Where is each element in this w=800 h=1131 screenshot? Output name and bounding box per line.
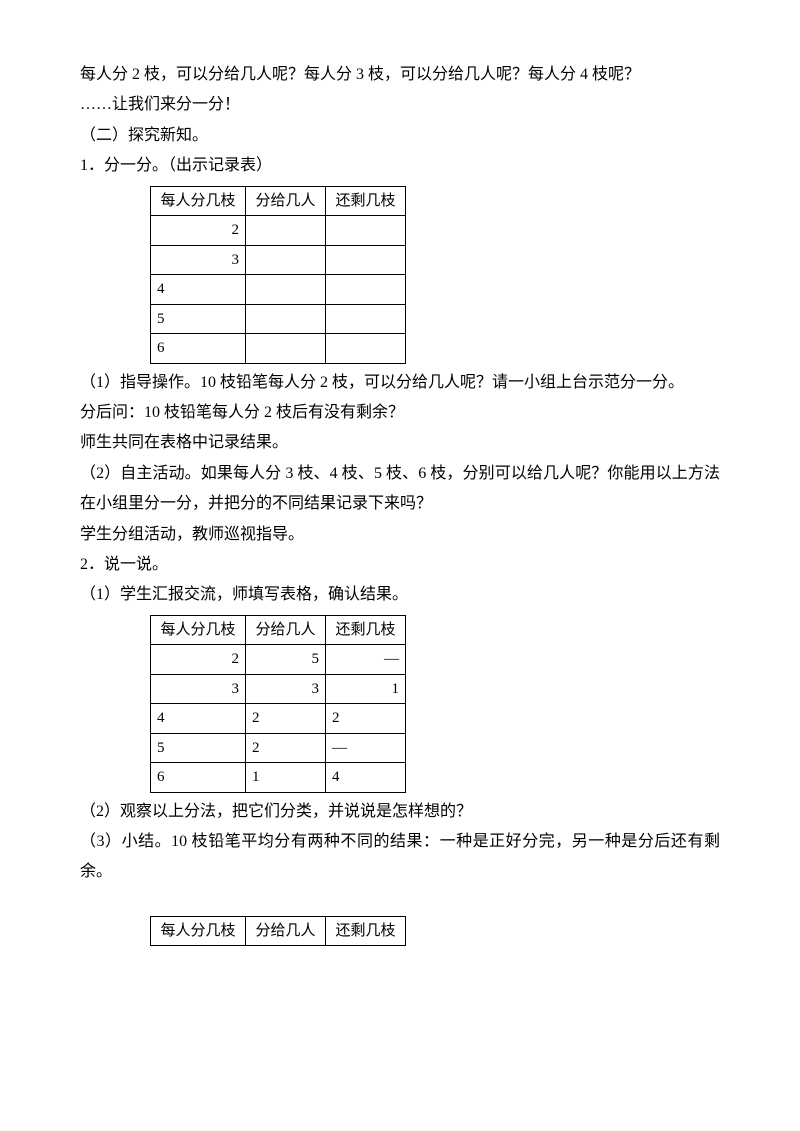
table-cell	[326, 304, 406, 334]
table-cell	[246, 245, 326, 275]
table-cell: —	[326, 733, 406, 763]
table-row: 2	[151, 216, 406, 246]
table-cell: 3	[151, 245, 246, 275]
table-header: 每人分几枝	[151, 186, 246, 216]
table-cell: 4	[151, 275, 246, 305]
table-row: 2 5 —	[151, 645, 406, 675]
para: （3）小结。10 枝铅笔平均分有两种不同的结果：一种是正好分完，另一种是分后还有…	[80, 827, 720, 888]
table-cell: 5	[151, 733, 246, 763]
para: 师生共同在表格中记录结果。	[80, 428, 720, 458]
table-cell: 2	[246, 733, 326, 763]
table-cell	[246, 334, 326, 364]
table-row: 每人分几枝 分给几人 还剩几枝	[151, 916, 406, 946]
table-header: 分给几人	[246, 186, 326, 216]
table-cell	[246, 216, 326, 246]
table-row: 5	[151, 304, 406, 334]
table-row: 每人分几枝 分给几人 还剩几枝	[151, 186, 406, 216]
table-header: 每人分几枝	[151, 916, 246, 946]
table-cell	[246, 304, 326, 334]
table-row: 5 2 —	[151, 733, 406, 763]
table-row: 4	[151, 275, 406, 305]
para: （1）指导操作。10 枝铅笔每人分 2 枝，可以分给几人呢？请一小组上台示范分一…	[80, 368, 720, 398]
table-header: 每人分几枝	[151, 615, 246, 645]
table-header: 还剩几枝	[326, 916, 406, 946]
para: 分后问：10 枝铅笔每人分 2 枝后有没有剩余？	[80, 398, 720, 428]
table-header: 分给几人	[246, 615, 326, 645]
table-cell	[326, 275, 406, 305]
table-cell	[246, 275, 326, 305]
table-cell: 1	[326, 674, 406, 704]
table-cell: 5	[151, 304, 246, 334]
table-cell: 2	[151, 645, 246, 675]
table-header: 还剩几枝	[326, 615, 406, 645]
table-row: 6	[151, 334, 406, 364]
section-2-heading: （二）探究新知。	[80, 121, 720, 151]
table-2: 每人分几枝 分给几人 还剩几枝 2 5 — 3 3 1 4 2 2 5 2 — …	[150, 615, 406, 793]
table-row: 4 2 2	[151, 704, 406, 734]
table-cell: 2	[151, 216, 246, 246]
table-cell: 1	[246, 763, 326, 793]
table-header: 还剩几枝	[326, 186, 406, 216]
table-cell: 2	[246, 704, 326, 734]
table-cell	[326, 245, 406, 275]
intro-line-1: 每人分 2 枝，可以分给几人呢？每人分 3 枝，可以分给几人呢？每人分 4 枝呢…	[80, 60, 720, 90]
table-cell: 6	[151, 334, 246, 364]
table-row: 6 1 4	[151, 763, 406, 793]
para: （2）自主活动。如果每人分 3 枝、4 枝、5 枝、6 枝，分别可以给几人呢？你…	[80, 459, 720, 520]
table-row: 每人分几枝 分给几人 还剩几枝	[151, 615, 406, 645]
table-cell: —	[326, 645, 406, 675]
table-cell: 2	[326, 704, 406, 734]
table-cell: 3	[151, 674, 246, 704]
table-cell: 6	[151, 763, 246, 793]
table-cell	[326, 216, 406, 246]
para: 2．说一说。	[80, 550, 720, 580]
table-1: 每人分几枝 分给几人 还剩几枝 2 3 4 5 6	[150, 186, 406, 364]
intro-line-2: ……让我们来分一分！	[80, 90, 720, 120]
table-cell: 4	[326, 763, 406, 793]
table-row: 3	[151, 245, 406, 275]
para: 学生分组活动，教师巡视指导。	[80, 520, 720, 550]
para: （1）学生汇报交流，师填写表格，确认结果。	[80, 580, 720, 610]
table-header: 分给几人	[246, 916, 326, 946]
table-row: 3 3 1	[151, 674, 406, 704]
table-3: 每人分几枝 分给几人 还剩几枝	[150, 916, 406, 947]
item-1: 1．分一分。（出示记录表）	[80, 151, 720, 181]
table-cell	[326, 334, 406, 364]
para: （2）观察以上分法，把它们分类，并说说是怎样想的？	[80, 797, 720, 827]
table-cell: 3	[246, 674, 326, 704]
table-cell: 5	[246, 645, 326, 675]
table-cell: 4	[151, 704, 246, 734]
